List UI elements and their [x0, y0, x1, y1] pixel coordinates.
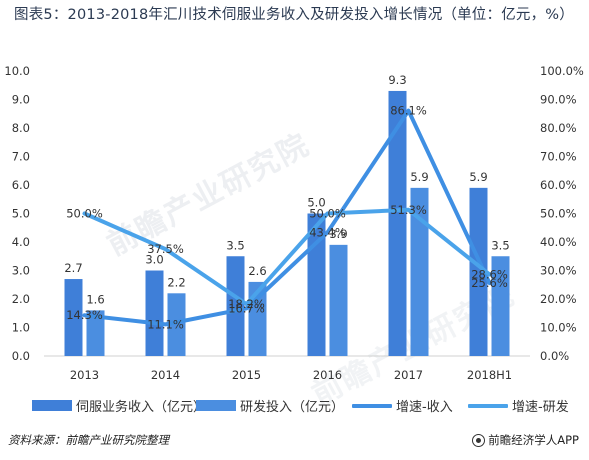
bar-revenue-value-label: 9.3: [388, 73, 406, 87]
y-right-tick-label: 20.0%: [540, 292, 577, 306]
y-left-tick-label: 4.0: [12, 235, 30, 249]
bar-rd: [167, 293, 186, 356]
x-tick-label: 2015: [232, 368, 261, 382]
legend-item-revenue-growth: 增速-收入: [352, 396, 453, 415]
bar-rd: [329, 244, 348, 356]
y-right-tick-label: 90.0%: [540, 93, 577, 107]
y-right-tick-label: 0.0%: [540, 349, 569, 363]
y-right-tick-label: 80.0%: [540, 121, 577, 135]
y-right-tick-label: 40.0%: [540, 235, 577, 249]
y-left-tick-label: 2.0: [12, 292, 30, 306]
bar-rd: [491, 256, 510, 356]
y-left-tick-label: 0.0: [12, 349, 30, 363]
bar-revenue-value-label: 5.9: [469, 170, 487, 184]
y-left-tick-label: 6.0: [12, 178, 30, 192]
bar-rd: [410, 187, 429, 356]
x-tick-label: 2014: [151, 368, 180, 382]
bar-revenue-value-label: 2.7: [64, 261, 82, 275]
brand-logo-icon: [472, 433, 486, 447]
line-rd-growth: [82, 207, 492, 307]
y-left-tick-label: 9.0: [12, 93, 30, 107]
brand-credit: 前瞻经济学人APP: [472, 432, 579, 448]
line-rd-growth-value-label: 37.5%: [147, 242, 184, 256]
x-tick-label: 2013: [70, 368, 99, 382]
legend-swatch-revenue-bar: [32, 400, 72, 411]
y-left-tick-label: 8.0: [12, 121, 30, 135]
x-tick-label: 2016: [313, 368, 342, 382]
legend: 伺服业务收入（亿元） 研发投入（亿元） 增速-收入 增速-研发: [0, 396, 589, 418]
y-left-tick-label: 5.0: [12, 207, 30, 221]
y-left-tick-label: 3.0: [12, 264, 30, 278]
bar-revenue: [469, 187, 488, 356]
line-revenue-growth-value-label: 43.4%: [309, 225, 346, 239]
line-rd-growth-value-label: 50.0%: [309, 207, 346, 221]
bar-rd: [86, 310, 105, 356]
legend-label-rd-bar: 研发投入（亿元）: [240, 400, 345, 415]
bar-revenue: [388, 90, 407, 356]
y-right-tick-label: 60.0%: [540, 178, 577, 192]
bar-revenue-value-label: 3.0: [145, 253, 163, 267]
y-left-tick-label: 10.0: [4, 64, 30, 78]
line-rd-growth-value-label: 50.0%: [66, 207, 103, 221]
bar-rd-value-label: 1.6: [86, 292, 104, 306]
line-rd-growth-value-label: 18.2%: [228, 297, 265, 311]
y-left-tick-label: 1.0: [12, 321, 30, 335]
x-tick-label: 2018H1: [467, 368, 512, 382]
line-revenue-growth-value-label: 14.3%: [66, 308, 103, 322]
legend-item-rd-growth: 增速-研发: [468, 396, 569, 415]
line-revenue-growth-value-label: 25.6%: [471, 276, 508, 290]
bar-rd-value-label: 2.2: [167, 275, 185, 289]
source-note: 资料来源：前瞻产业研究院整理: [8, 433, 169, 447]
bar-revenue-value-label: 5.0: [307, 196, 325, 210]
bar-revenue: [145, 270, 164, 356]
legend-item-revenue-bar: 伺服业务收入（亿元）: [32, 396, 206, 415]
y-right-tick-label: 10.0%: [540, 321, 577, 335]
line-revenue-growth-value-label: 16.7%: [228, 301, 265, 315]
bar-rd-value-label: 2.6: [248, 264, 266, 278]
line-revenue-growth-value-label: 86.1%: [390, 104, 427, 118]
line-revenue-growth: [82, 108, 492, 327]
bar-revenue-value-label: 3.5: [226, 238, 244, 252]
line-rd-growth-value-label: 51.3%: [390, 203, 427, 217]
line-revenue-growth-value-label: 11.1%: [147, 317, 184, 331]
chart-plot: 0.0 1.0 2.0 3.0 4.0 5.0 6.0 7.0 8.0 9.0 10.0 0.0% 10…: [4, 64, 584, 382]
bar-rd-value-label: 3.5: [491, 238, 509, 252]
legend-label-revenue-bar: 伺服业务收入（亿元）: [76, 400, 207, 415]
brand-label: 前瞻经济学人APP: [488, 433, 579, 447]
y-right-tick-label: 100.0%: [540, 64, 584, 78]
legend-swatch-rd-bar: [196, 400, 236, 411]
y-right-tick-label: 70.0%: [540, 150, 577, 164]
bar-revenue: [64, 279, 83, 356]
y-right-tick-label: 50.0%: [540, 207, 577, 221]
line-rd-growth-value-label: 28.6%: [471, 267, 508, 281]
legend-swatch-revenue-growth: [352, 403, 392, 408]
legend-label-revenue-growth: 增速-收入: [396, 400, 453, 415]
legend-swatch-rd-growth: [468, 403, 508, 408]
x-tick-label: 2017: [394, 368, 423, 382]
y-left-tick-label: 7.0: [12, 150, 30, 164]
legend-item-rd-bar: 研发投入（亿元）: [196, 396, 344, 415]
legend-label-rd-growth: 增速-研发: [512, 400, 569, 415]
bar-revenue: [226, 256, 245, 356]
chart-title: 图表5：2013-2018年汇川技术伺服业务收入及研发投入增长情况（单位：亿元，…: [14, 7, 574, 23]
y-right-tick-label: 30.0%: [540, 264, 577, 278]
bar-rd-value-label: 5.9: [410, 170, 428, 184]
bar-rd-value-label: 3.9: [329, 227, 347, 241]
